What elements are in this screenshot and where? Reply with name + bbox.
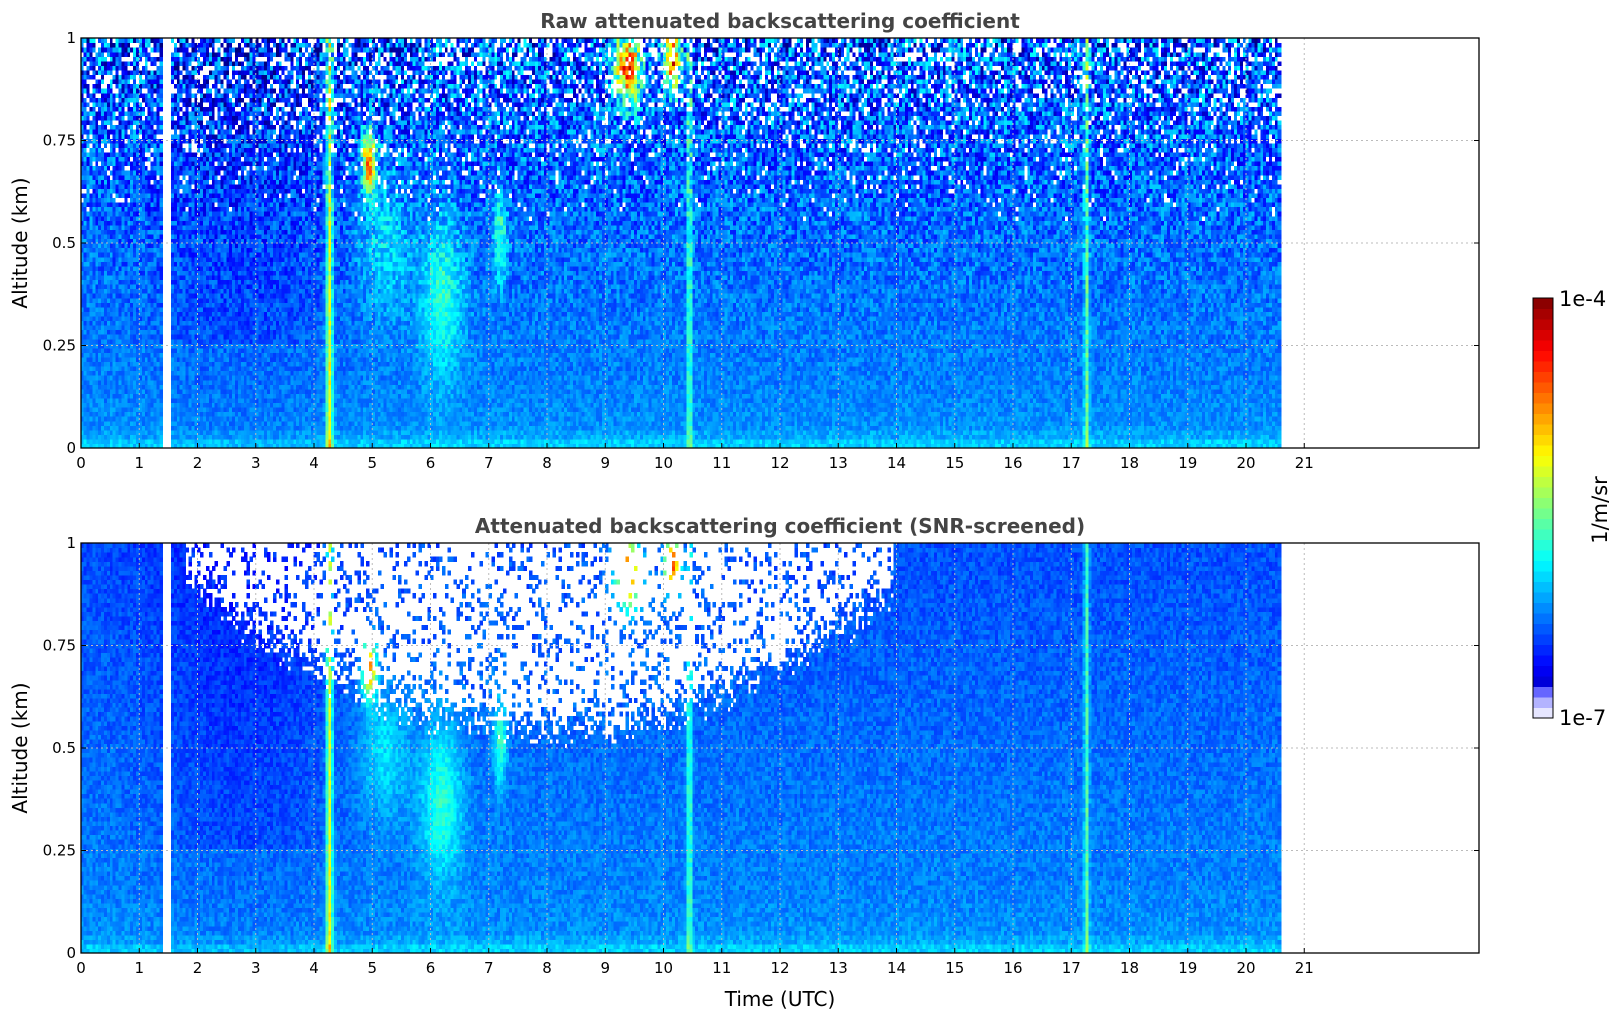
raw-backscatter-panel: Raw attenuated backscattering coefficien… — [8, 9, 1479, 472]
panel-1-title: Raw attenuated backscattering coefficien… — [540, 9, 1020, 33]
figure: Raw attenuated backscattering coefficien… — [0, 0, 1621, 1020]
